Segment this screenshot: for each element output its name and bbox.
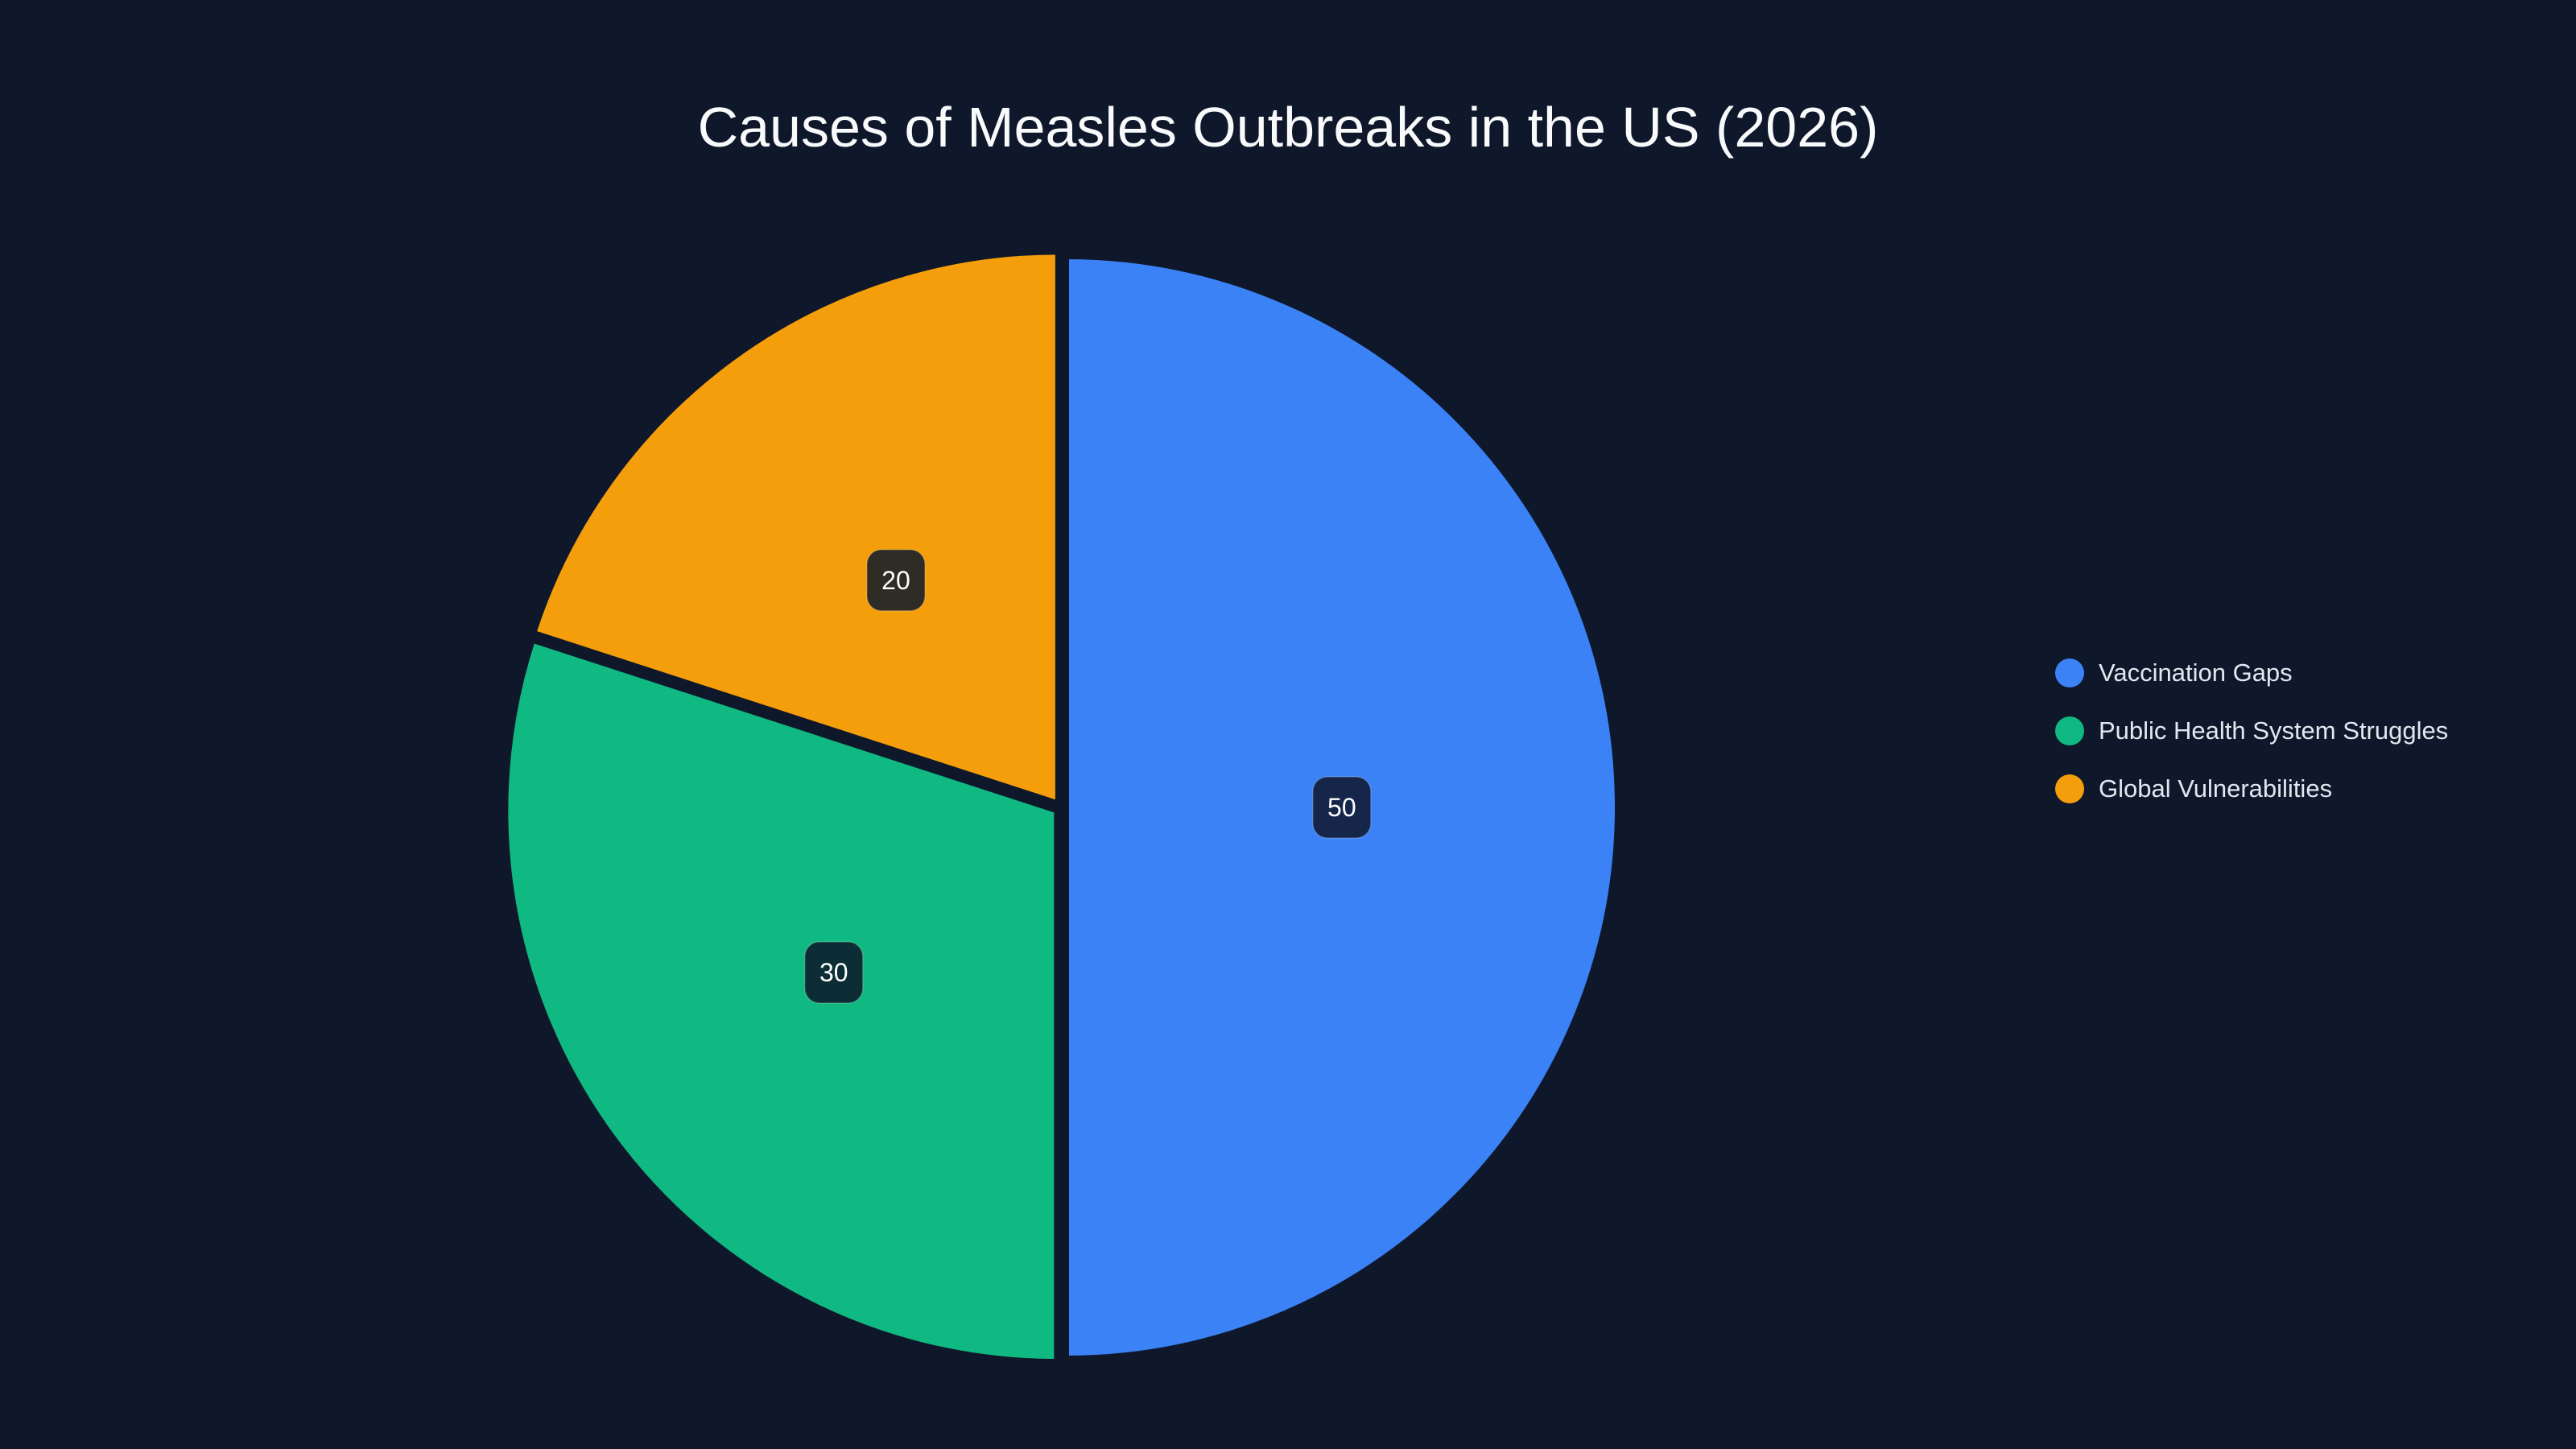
legend-item-vaccination-gaps[interactable]: Vaccination Gaps [2055, 644, 2448, 702]
data-label-text: 30 [819, 958, 848, 987]
legend-label: Vaccination Gaps [2099, 658, 2293, 687]
chart-title: Causes of Measles Outbreaks in the US (2… [697, 96, 1879, 159]
legend-label: Public Health System Struggles [2099, 716, 2449, 745]
data-label-0: 50 [1312, 776, 1372, 839]
data-label-1: 30 [804, 941, 864, 1004]
data-label-box [1312, 776, 1372, 839]
legend-item-public-health[interactable]: Public Health System Struggles [2055, 702, 2448, 760]
legend: Vaccination Gaps Public Health System St… [2055, 644, 2448, 818]
data-label-text: 50 [1327, 793, 1356, 822]
data-label-text: 20 [881, 566, 910, 595]
data-label-box [866, 549, 926, 612]
data-label-box [804, 941, 864, 1004]
legend-item-global-vulnerabilities[interactable]: Global Vulnerabilities [2055, 760, 2448, 818]
pie-slice-2[interactable] [530, 250, 1060, 807]
legend-swatch-icon [2055, 716, 2084, 745]
pie-slice-1[interactable] [503, 637, 1059, 1364]
legend-swatch-icon [2055, 658, 2084, 687]
data-label-2: 20 [866, 549, 926, 612]
legend-swatch-icon [2055, 774, 2084, 803]
legend-label: Global Vulnerabilities [2099, 774, 2333, 803]
